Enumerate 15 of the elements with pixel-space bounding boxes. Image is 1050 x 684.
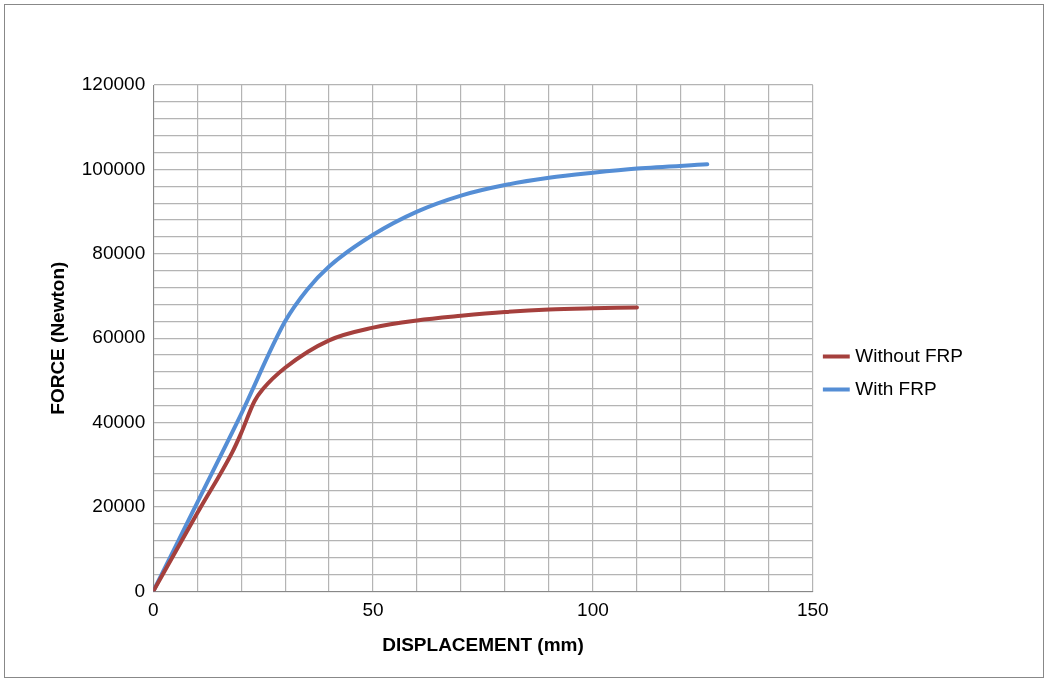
x-tick-label: 50	[362, 599, 384, 621]
x-tick-label: 150	[796, 599, 829, 621]
y-tick-label: 0	[134, 579, 146, 601]
y-axis-title: FORCE (Newton)	[46, 261, 68, 415]
y-tick-label: 60000	[92, 326, 146, 348]
legend-label: With FRP	[855, 377, 937, 399]
y-tick-label: 20000	[92, 495, 146, 517]
legend-label: Without FRP	[855, 344, 964, 366]
x-tick-label: 100	[577, 599, 609, 621]
y-tick-label: 100000	[81, 157, 146, 179]
y-tick-label: 120000	[81, 73, 146, 95]
y-tick-label: 40000	[92, 410, 146, 432]
line-series	[153, 305, 639, 592]
y-tick-label: 80000	[92, 242, 146, 264]
x-axis-title: DISPLACEMENT (mm)	[382, 633, 584, 655]
